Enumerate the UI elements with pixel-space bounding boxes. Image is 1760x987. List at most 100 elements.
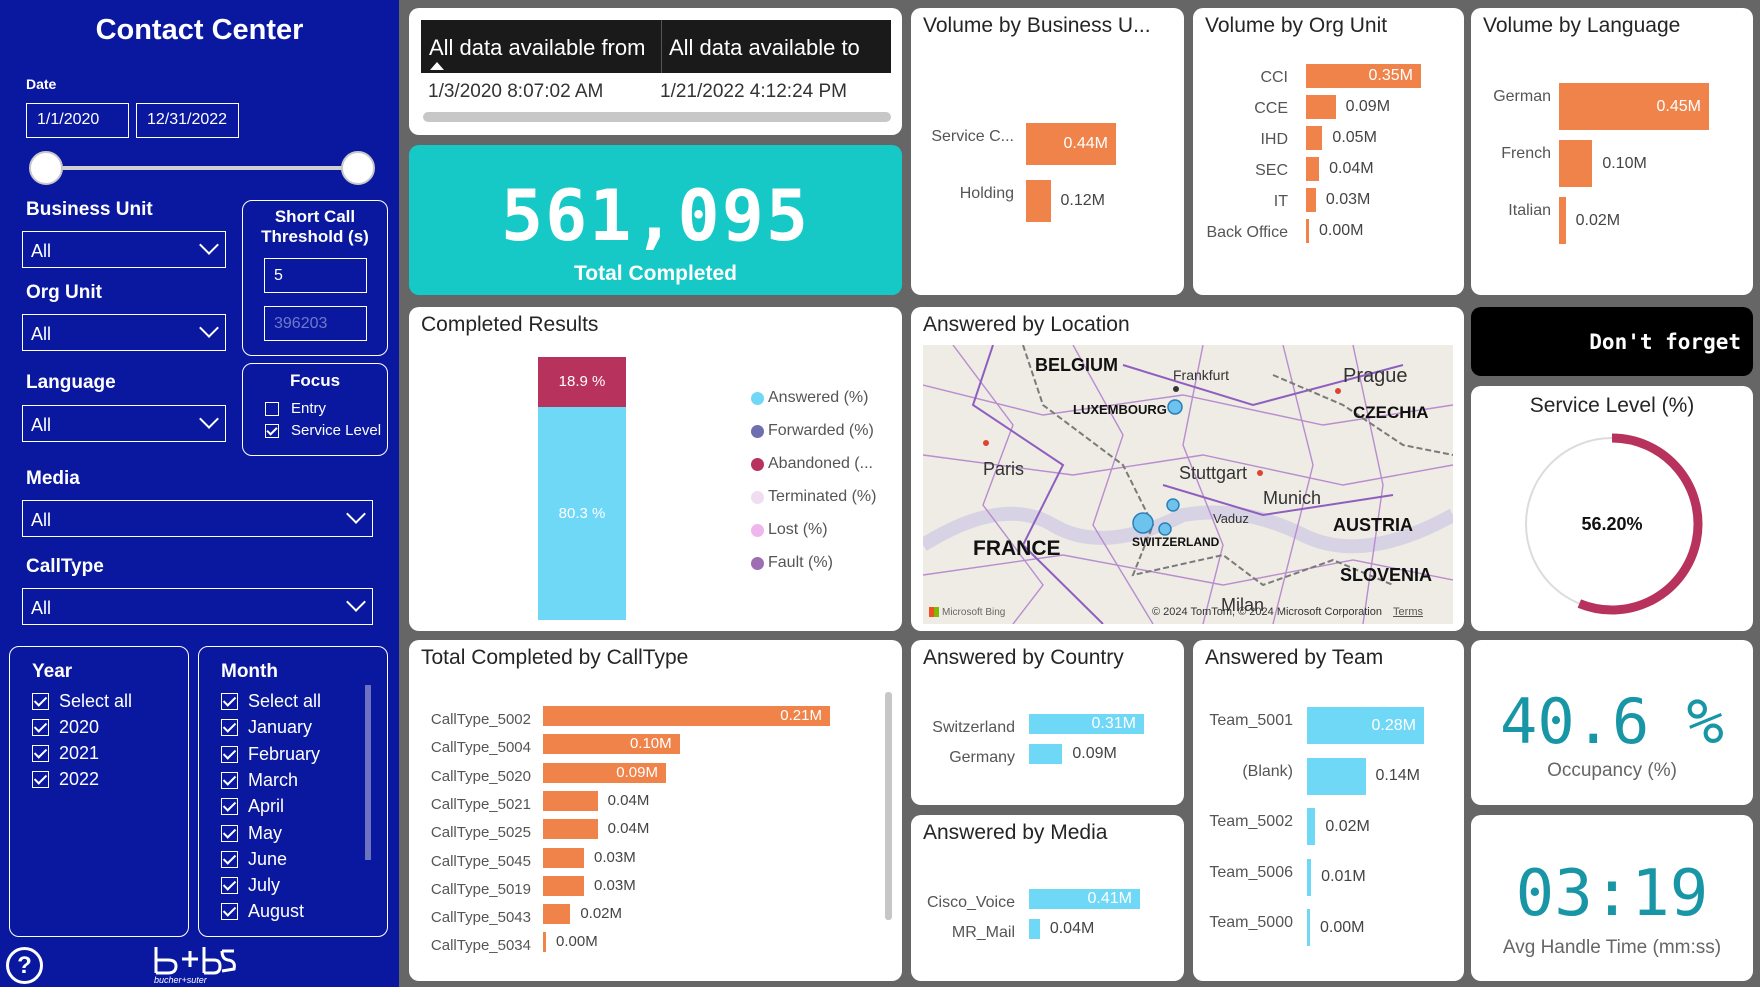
slicer-item-february[interactable]: February — [221, 744, 320, 765]
bar-value: 0.00M — [1319, 222, 1364, 239]
bar-team-5000[interactable] — [1307, 909, 1310, 946]
checkbox-checked-icon[interactable] — [32, 693, 49, 710]
checkbox-checked-icon[interactable] — [221, 693, 238, 710]
date-label: Date — [26, 76, 57, 92]
bar-calltype-5034[interactable] — [543, 932, 546, 953]
bar-french[interactable] — [1559, 140, 1593, 187]
slicer-item-june[interactable]: June — [221, 849, 287, 870]
checkbox-checked-icon[interactable] — [32, 745, 49, 762]
to-header[interactable]: All data available to — [669, 35, 860, 60]
bar-calltype-5043[interactable] — [543, 904, 571, 925]
bar-calltype-5020[interactable]: 0.09M — [543, 762, 666, 783]
org-unit-dropdown[interactable]: All — [22, 314, 226, 351]
year-slicer: Year Select all 2020 2021 2022 — [9, 646, 189, 937]
slicer-item-select-all[interactable]: Select all — [221, 691, 321, 712]
legend-dot-icon — [751, 523, 764, 537]
bar-back-office[interactable] — [1306, 219, 1309, 243]
checkbox-checked-icon[interactable] — [221, 771, 238, 789]
dont-forget-button[interactable]: Don't forget — [1471, 307, 1753, 376]
slicer-item-april[interactable]: April — [221, 796, 284, 817]
question-circle-icon[interactable]: ? — [6, 947, 43, 984]
date-to-input[interactable]: 12/31/2022 — [136, 103, 239, 138]
slicer-item-label: 2020 — [59, 717, 100, 737]
short-call-threshold-input[interactable]: 5 — [264, 258, 367, 293]
focus-service-level-option[interactable]: Service Level — [265, 422, 381, 439]
business-unit-dropdown[interactable]: All — [22, 231, 226, 268]
date-from-input[interactable]: 1/1/2020 — [26, 103, 129, 138]
slicer-item-january[interactable]: January — [221, 717, 312, 738]
from-header[interactable]: All data available from — [429, 35, 646, 60]
checkbox-checked-icon[interactable] — [221, 850, 238, 868]
calltype-dropdown[interactable]: All — [22, 588, 373, 625]
legend-abandoned[interactable]: Abandoned (... — [751, 455, 873, 473]
horizontal-scrollbar[interactable] — [423, 112, 891, 122]
legend-forwarded[interactable]: Forwarded (%) — [751, 422, 874, 440]
bar-calltype-5045[interactable] — [543, 847, 584, 868]
bar-calltype-5004[interactable]: 0.10M — [543, 734, 680, 755]
checkbox-checked-icon[interactable] — [221, 903, 238, 921]
stack-segment-0[interactable]: 80.3 % — [538, 407, 626, 620]
slicer-item-2020[interactable]: 2020 — [32, 717, 99, 738]
bar-sec[interactable] — [1306, 157, 1320, 181]
short-call-secondary-input[interactable]: 396203 — [264, 306, 367, 341]
legend-terminated[interactable]: Terminated (%) — [751, 488, 876, 506]
bar-calltype-5021[interactable] — [543, 790, 598, 811]
bar-service-c[interactable]: 0.44M — [1026, 123, 1116, 165]
bar-cisco-voice[interactable]: 0.41M — [1029, 889, 1140, 909]
map-label-belgium: BELGIUM — [1035, 355, 1118, 375]
checkbox-checked-icon[interactable] — [221, 798, 238, 816]
slicer-item-march[interactable]: March — [221, 770, 298, 791]
checkbox-checked-icon[interactable] — [221, 824, 238, 842]
stack-segment-1[interactable]: 18.9 % — [538, 357, 626, 408]
slicer-item-may[interactable]: May — [221, 823, 282, 844]
bar-cci[interactable]: 0.35M — [1306, 64, 1421, 88]
slicer-item-2022[interactable]: 2022 — [32, 769, 99, 790]
checkbox-checked-icon[interactable] — [221, 745, 238, 763]
entry-checkbox[interactable] — [265, 401, 279, 416]
bar-value: 0.03M — [594, 876, 636, 894]
language-dropdown[interactable]: All — [22, 405, 226, 442]
short-call-title: Short Call Threshold (s) — [261, 207, 369, 246]
service-level-checkbox[interactable] — [265, 423, 279, 438]
legend-lost[interactable]: Lost (%) — [751, 521, 828, 539]
bar-holding[interactable] — [1026, 180, 1051, 222]
bar-it[interactable] — [1306, 188, 1316, 212]
bar-switzerland[interactable]: 0.31M — [1029, 714, 1144, 734]
checkbox-checked-icon[interactable] — [221, 719, 238, 737]
total-completed-card: 561,095 Total Completed — [409, 145, 902, 295]
month-scrollbar[interactable] — [365, 685, 371, 860]
date-slider-start-handle[interactable] — [29, 151, 63, 185]
bar-label: CallType_5002 — [430, 711, 531, 728]
calltype-scrollbar[interactable] — [885, 692, 892, 920]
focus-entry-option[interactable]: Entry — [265, 400, 326, 417]
bar-german[interactable]: 0.45M — [1559, 83, 1709, 130]
bar-value: 0.14M — [1375, 767, 1420, 784]
checkbox-checked-icon[interactable] — [32, 771, 49, 788]
bar-italian[interactable] — [1559, 197, 1566, 244]
bar-team-5001[interactable]: 0.28M — [1307, 707, 1424, 744]
bar-cce[interactable] — [1306, 95, 1336, 119]
calltype-panel: Total Completed by CallType CallType_500… — [409, 640, 902, 981]
legend-fault[interactable]: Fault (%) — [751, 554, 833, 572]
terms-link[interactable]: Terms — [1393, 606, 1423, 618]
slicer-item-2021[interactable]: 2021 — [32, 743, 99, 764]
bar-team-5006[interactable] — [1307, 858, 1312, 896]
slicer-item-august[interactable]: August — [221, 901, 304, 922]
date-slider-end-handle[interactable] — [341, 151, 375, 185]
bar-ihd[interactable] — [1306, 126, 1323, 150]
bar-calltype-5002[interactable]: 0.21M — [543, 706, 830, 726]
bar-germany[interactable] — [1029, 744, 1063, 764]
bar-team-5002[interactable] — [1307, 808, 1316, 845]
checkbox-checked-icon[interactable] — [221, 877, 238, 895]
bar-blank[interactable] — [1307, 757, 1366, 795]
location-map[interactable]: BELGIUM LUXEMBOURG Frankfurt Prague CZECHIA P… — [923, 345, 1453, 624]
bar-mr-mail[interactable] — [1029, 919, 1040, 939]
slicer-item-july[interactable]: July — [221, 875, 280, 896]
media-dropdown[interactable]: All — [22, 500, 373, 537]
legend-answered[interactable]: Answered (%) — [751, 389, 868, 407]
date-slider-track[interactable] — [46, 166, 359, 170]
slicer-item-select-all[interactable]: Select all — [32, 691, 132, 712]
bar-calltype-5019[interactable] — [543, 875, 584, 896]
bar-calltype-5025[interactable] — [543, 819, 598, 840]
checkbox-checked-icon[interactable] — [32, 719, 49, 736]
